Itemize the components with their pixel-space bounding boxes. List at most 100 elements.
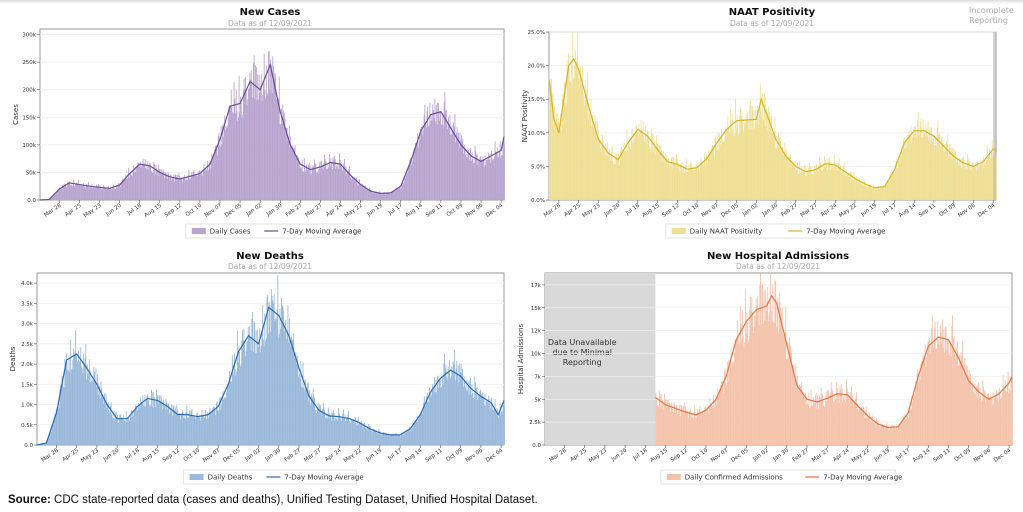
daily-bar — [123, 420, 125, 445]
daily-bar — [407, 165, 409, 200]
daily-bar — [103, 185, 104, 200]
daily-bar — [453, 364, 455, 445]
daily-bar — [63, 387, 65, 445]
daily-bar — [632, 143, 634, 200]
daily-bar — [780, 150, 782, 200]
daily-bar — [242, 114, 244, 200]
daily-bar — [781, 307, 783, 445]
daily-bar — [760, 273, 761, 445]
daily-bar — [368, 191, 370, 200]
daily-bar — [237, 117, 239, 200]
daily-bar — [227, 385, 229, 445]
daily-bar — [873, 184, 875, 200]
daily-bar — [934, 321, 936, 445]
daily-bar — [848, 172, 850, 200]
daily-bar — [500, 414, 502, 445]
daily-bar — [706, 163, 708, 200]
daily-bar — [188, 414, 190, 445]
daily-bar — [685, 158, 687, 200]
daily-bar — [726, 385, 728, 445]
daily-bar — [253, 55, 255, 201]
daily-bar — [897, 167, 899, 200]
daily-bar — [937, 120, 939, 200]
daily-bar — [876, 188, 877, 200]
daily-bar — [660, 408, 662, 445]
daily-bar — [231, 355, 233, 445]
daily-bar — [68, 181, 70, 200]
daily-bar — [286, 127, 288, 200]
daily-bar — [788, 155, 789, 200]
daily-bar — [280, 328, 282, 445]
daily-bar — [585, 94, 587, 200]
daily-bar — [756, 307, 758, 445]
daily-bar — [70, 339, 72, 445]
daily-bar — [647, 130, 648, 200]
daily-bar — [969, 169, 971, 200]
daily-bar — [814, 171, 816, 200]
daily-bar — [184, 417, 186, 445]
daily-bar — [197, 176, 198, 200]
daily-bar — [255, 329, 257, 445]
daily-bar — [92, 188, 94, 200]
daily-bar — [744, 122, 746, 200]
daily-bar — [576, 58, 578, 200]
daily-bar — [52, 424, 54, 445]
daily-bar — [205, 170, 207, 200]
daily-bar — [434, 391, 436, 445]
daily-bar — [629, 146, 631, 200]
daily-bar — [659, 153, 661, 200]
daily-bar — [979, 163, 981, 200]
daily-bar — [957, 341, 959, 445]
x-tick-label: Apr 25 — [64, 202, 83, 218]
daily-bar — [91, 184, 93, 200]
daily-bar — [110, 187, 112, 200]
daily-bar — [926, 357, 927, 445]
daily-bar — [679, 404, 681, 445]
daily-bar — [169, 174, 171, 200]
daily-bar — [970, 165, 972, 200]
x-tick-label: Feb 27 — [780, 202, 799, 218]
x-tick-label: Oct 09 — [953, 447, 972, 463]
daily-bar — [347, 414, 349, 445]
daily-bar — [448, 117, 449, 200]
daily-bar — [418, 417, 420, 445]
daily-bar — [926, 128, 928, 200]
daily-bar — [766, 109, 768, 200]
daily-bar — [827, 390, 829, 445]
daily-bar — [954, 359, 956, 445]
daily-bar — [287, 305, 289, 445]
daily-bar — [740, 107, 741, 200]
daily-bar — [804, 393, 806, 445]
daily-bar — [1009, 390, 1011, 445]
daily-bar — [589, 113, 591, 200]
x-tick-label: Mar 28 — [41, 447, 61, 463]
daily-bar — [278, 337, 279, 445]
daily-bar — [358, 421, 360, 445]
daily-bar — [566, 60, 568, 201]
daily-bar — [833, 402, 835, 445]
daily-bar — [155, 164, 157, 200]
daily-bar — [232, 365, 234, 445]
daily-bar — [734, 339, 736, 445]
daily-bar — [867, 416, 869, 445]
daily-bar — [192, 171, 194, 200]
daily-bar — [787, 160, 789, 200]
daily-bar — [799, 387, 801, 445]
daily-bar — [791, 353, 793, 445]
daily-bar — [418, 419, 419, 445]
daily-bar — [389, 192, 391, 200]
daily-bar — [372, 192, 373, 200]
daily-bar — [354, 180, 356, 200]
daily-bar — [785, 158, 787, 200]
daily-bar — [435, 121, 437, 200]
daily-bar — [384, 193, 386, 200]
daily-bar — [809, 162, 811, 200]
daily-bar — [238, 75, 240, 200]
daily-bar — [305, 389, 307, 445]
daily-bar — [926, 352, 928, 445]
daily-bar — [563, 82, 565, 200]
daily-bar — [744, 288, 746, 445]
daily-bar — [846, 388, 848, 445]
daily-bar — [859, 181, 861, 200]
daily-bar — [64, 183, 66, 200]
